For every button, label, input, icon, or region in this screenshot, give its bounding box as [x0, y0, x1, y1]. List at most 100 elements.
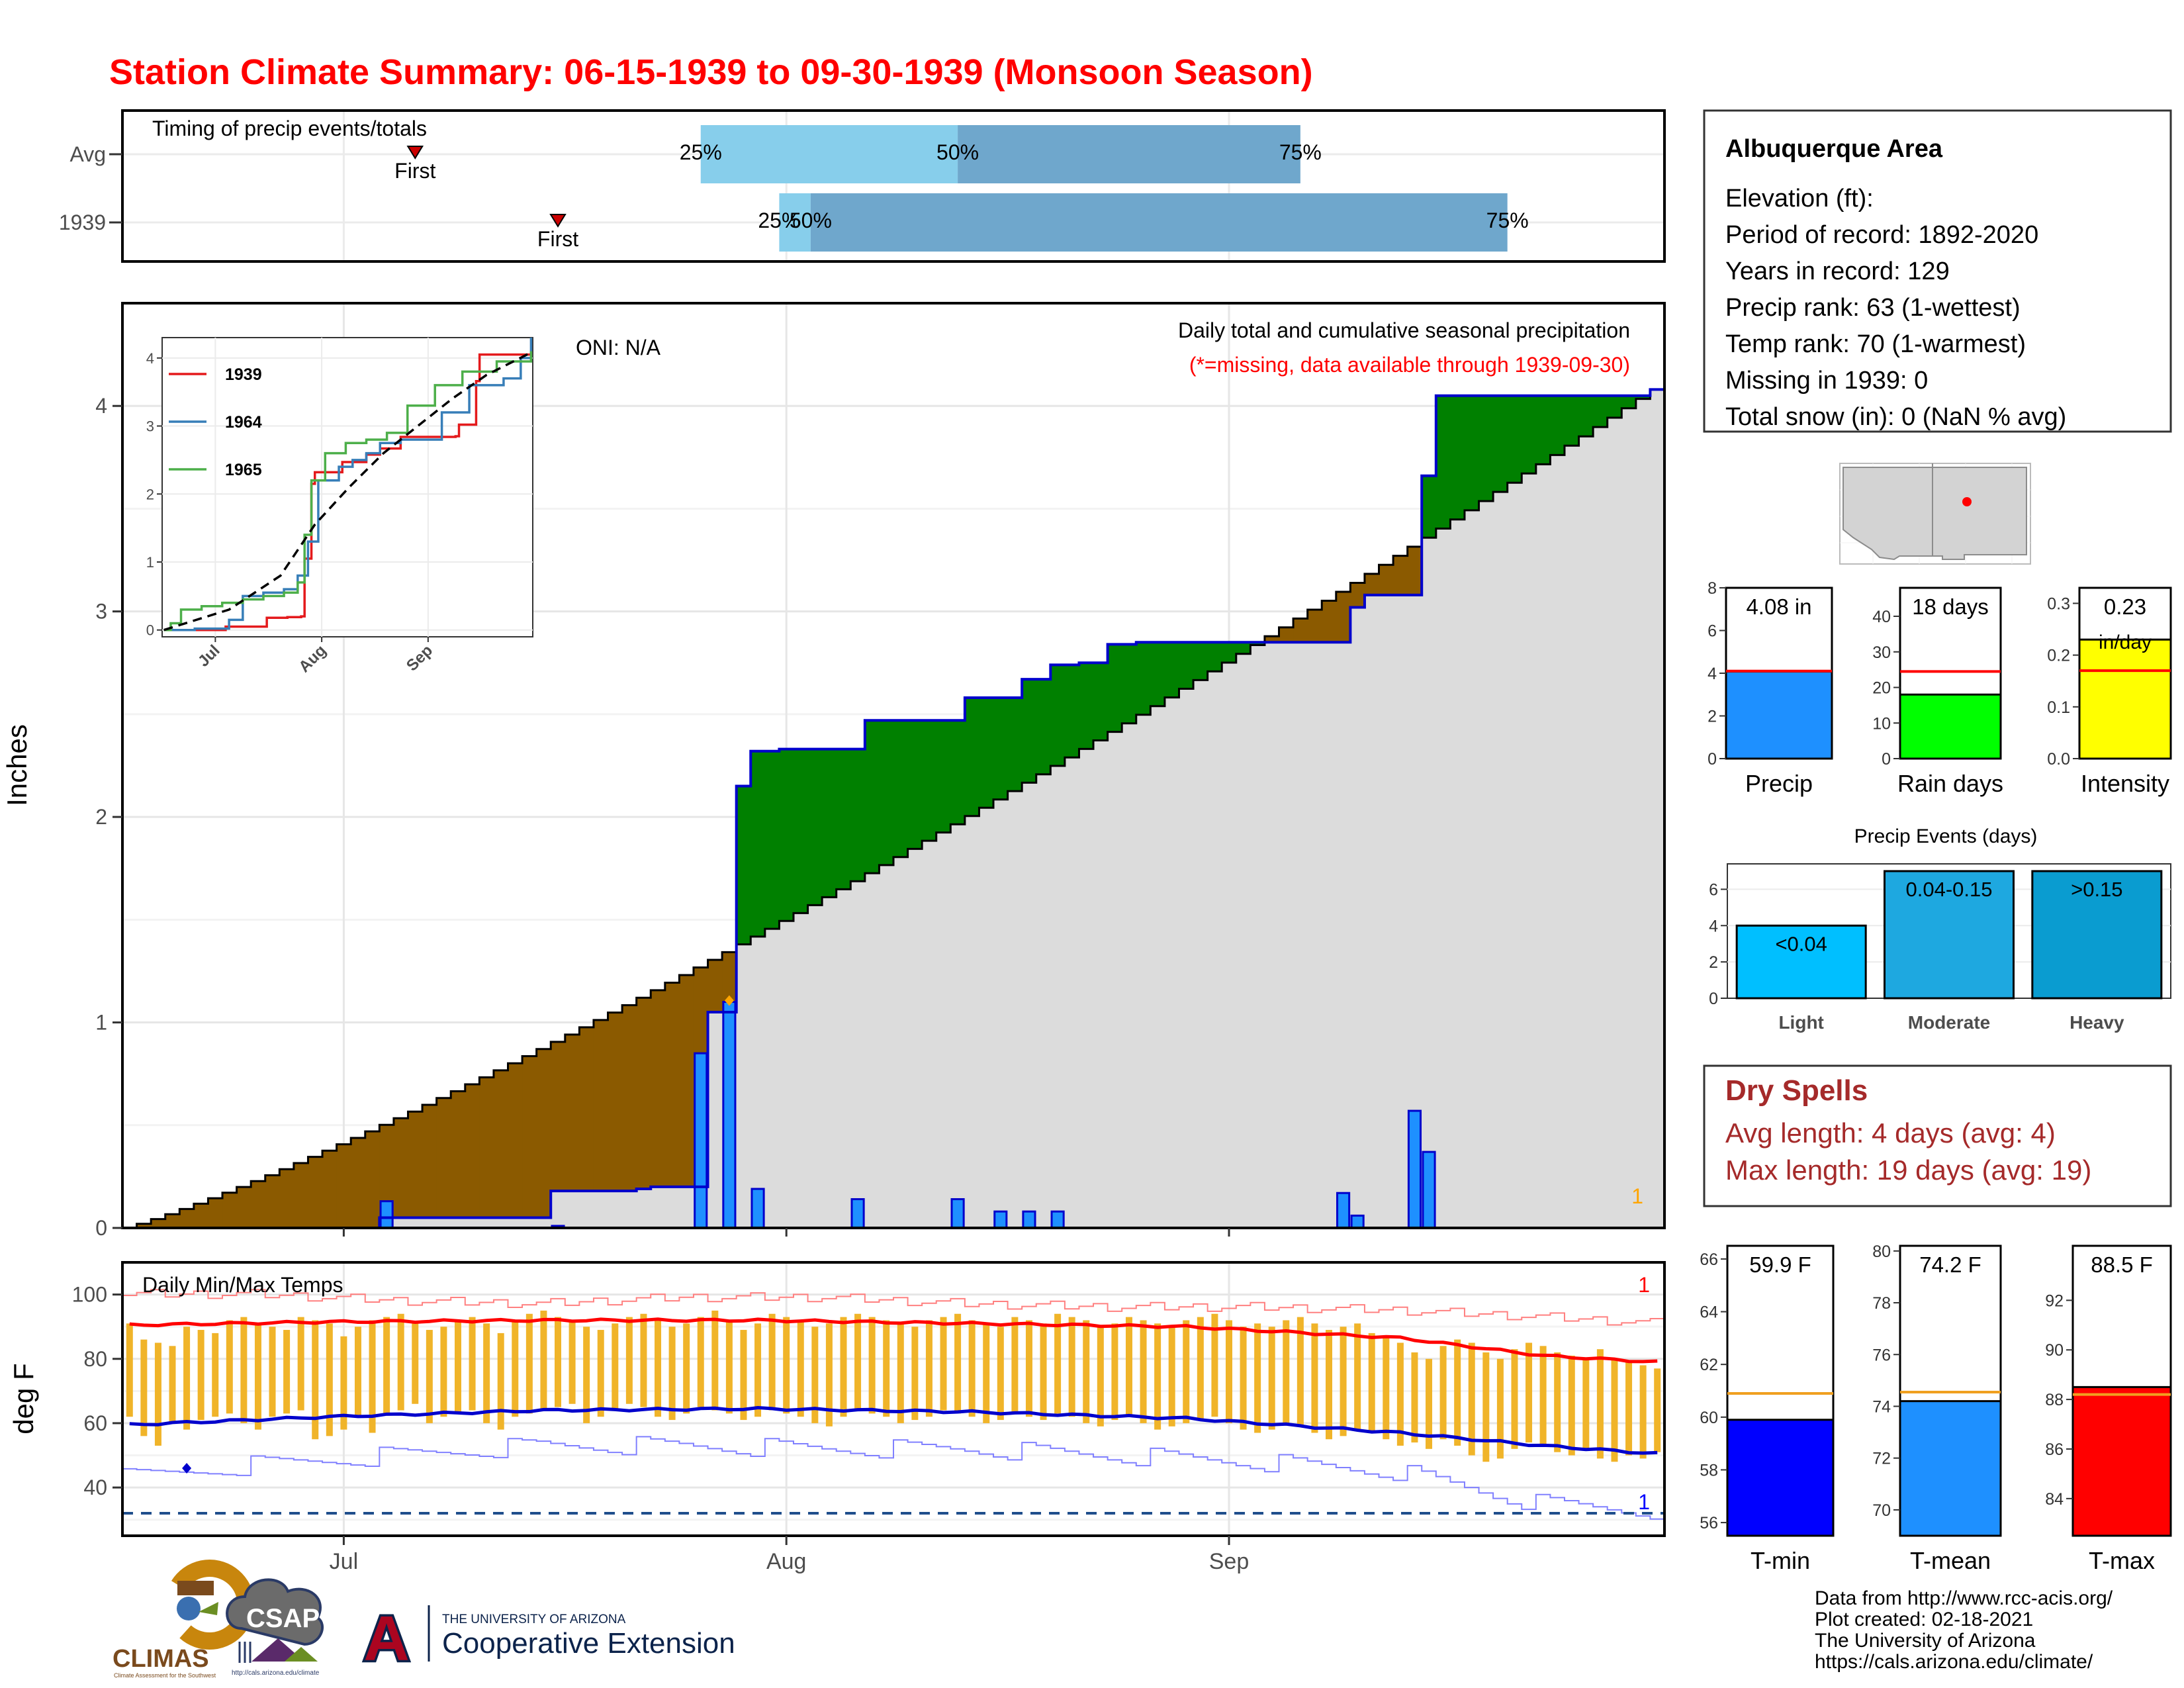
events-category-label: Moderate: [1908, 1012, 1990, 1033]
daily-temp-range-bar: [497, 1333, 504, 1430]
timing-p25-label: 25%: [758, 209, 800, 232]
precip-base-fill: [1136, 714, 1151, 1228]
daily-temp-range-bar: [412, 1323, 419, 1404]
precip-base-fill: [1050, 766, 1066, 1228]
precip-below-avg-fill: [1264, 636, 1280, 643]
precip-below-avg-fill: [1379, 565, 1394, 595]
precip-above-avg-fill: [1435, 395, 1451, 529]
summary-value-bar: [1899, 693, 2002, 760]
precip-above-avg-fill: [1093, 663, 1109, 741]
precip-base-fill: [1621, 408, 1637, 1228]
station-location-dot: [1962, 497, 1972, 506]
csap-subtitle: http://cals.arizona.edu/climate: [232, 1669, 320, 1677]
precip-below-avg-fill: [222, 1192, 238, 1228]
summary-ytick-label: 72: [1872, 1450, 1891, 1468]
summary-value-bar: [1725, 670, 1833, 760]
precip-base-fill: [479, 1217, 494, 1228]
temp-min-corner-count: 1: [1638, 1490, 1650, 1514]
daily-temp-range-bar: [1454, 1339, 1461, 1446]
precip-base-fill: [1222, 663, 1237, 1228]
summary-ytick-label: 90: [2045, 1341, 2064, 1360]
season-temp-panels: 59.9 F 56 58 60 62 64 66 T-min 74.2 F 70 72 74 76 78 8…: [1700, 1243, 2172, 1574]
climas-wordmark: CLIMAS: [113, 1645, 209, 1673]
summary-ytick-label: 80: [1872, 1243, 1891, 1261]
precip-above-avg-fill: [1022, 679, 1037, 783]
precip-above-avg-fill: [1007, 698, 1023, 792]
timing-p50-label: 50%: [790, 209, 832, 232]
summary-value-label: 4.08 in: [1746, 594, 1811, 619]
daily-precip-bar: [1050, 1210, 1065, 1229]
temp-ytick-label: 40: [83, 1476, 107, 1499]
daily-temp-range-bar: [625, 1317, 633, 1404]
daily-precip-bar: [694, 1052, 708, 1229]
summary-ytick-label: 10: [1872, 714, 1891, 733]
precip-base-fill: [1364, 594, 1380, 1228]
precip-base-fill: [993, 799, 1009, 1228]
summary-ytick-label: 20: [1872, 679, 1891, 698]
summary-ytick-label: 76: [1872, 1346, 1891, 1364]
summary-ytick-label: 78: [1872, 1294, 1891, 1313]
temp-xtick-label: Aug: [766, 1549, 807, 1574]
precip-above-avg-fill: [1050, 665, 1066, 767]
precip-above-avg-fill: [1450, 395, 1465, 520]
precip-above-avg-fill: [893, 720, 909, 857]
precip-below-avg-fill: [1393, 555, 1408, 595]
summary-ytick-label: 62: [1700, 1356, 1718, 1374]
precip-above-avg-fill: [1079, 663, 1094, 749]
timing-first-marker: [549, 214, 567, 228]
precip-base-fill: [822, 897, 837, 1228]
precip-above-avg-fill: [1207, 642, 1222, 672]
precip-below-avg-fill: [322, 1150, 338, 1228]
inset-series-line: [163, 338, 533, 632]
events-category-label: Light: [1778, 1012, 1823, 1033]
precip-base-fill: [879, 865, 894, 1228]
precip-base-fill: [622, 1191, 637, 1228]
daily-temp-range-bar: [1326, 1330, 1333, 1440]
daily-temp-range-bar: [597, 1330, 604, 1417]
precip-base-fill: [1493, 492, 1508, 1228]
inset-ytick-label: 3: [146, 418, 154, 435]
precip-ytick-label: 2: [95, 805, 107, 829]
daily-temp-range-bar: [1496, 1358, 1504, 1459]
daily-temp-range-bar: [1154, 1323, 1161, 1430]
summary-ytick-label: 30: [1872, 643, 1891, 662]
precip-base-fill: [907, 849, 923, 1228]
precip-base-fill: [1293, 642, 1308, 1228]
summary-panel-label: Precip: [1745, 770, 1813, 797]
precip-ytick-label: 1: [95, 1011, 107, 1035]
precip-base-fill: [1036, 774, 1051, 1228]
avg-max-line: [129, 1317, 1658, 1364]
precip-base-fill: [436, 1217, 451, 1228]
daily-temp-range-bar: [768, 1313, 776, 1411]
inset-series-line: [163, 352, 532, 632]
missing-note: (*=missing, data available through 1939-…: [1189, 353, 1630, 377]
precip-above-avg-fill: [779, 749, 794, 921]
daily-temp-range-bar: [340, 1336, 347, 1430]
summary-value-label: 0.23: [2104, 594, 2146, 619]
daily-temp-range-bar: [1068, 1317, 1075, 1417]
daily-temp-range-bar: [1054, 1313, 1062, 1414]
daily-temp-range-bar: [1654, 1368, 1661, 1452]
daily-temp-range-bar: [283, 1330, 291, 1414]
precip-base-fill: [565, 1191, 580, 1228]
daily-temp-range-bar: [968, 1320, 976, 1417]
timing-box-50-75: [810, 193, 1508, 252]
daily-temp-range-bar: [254, 1323, 261, 1430]
precip-above-avg-fill: [1193, 642, 1208, 680]
summary-panel-label: T-mean: [1910, 1547, 1991, 1574]
daily-temp-range-bar: [226, 1320, 233, 1414]
station-elevation: Elevation (ft):: [1725, 185, 1874, 212]
daily-temp-range-bar: [197, 1330, 205, 1421]
precip-above-avg-fill: [1036, 679, 1051, 774]
precip-base-fill: [1336, 642, 1351, 1228]
precip-above-avg-fill: [850, 749, 866, 882]
precip-base-fill: [1107, 731, 1122, 1228]
precip-above-avg-fill: [1522, 395, 1537, 474]
timing-box-25-50: [700, 125, 958, 183]
precip-base-fill: [707, 1012, 723, 1228]
summary-ytick-label: 84: [2045, 1490, 2064, 1509]
credit-plot-date: Plot created: 02-18-2021: [1815, 1609, 2033, 1630]
csap-cloud-icon: [226, 1578, 324, 1646]
daily-temp-range-bar: [811, 1327, 819, 1423]
